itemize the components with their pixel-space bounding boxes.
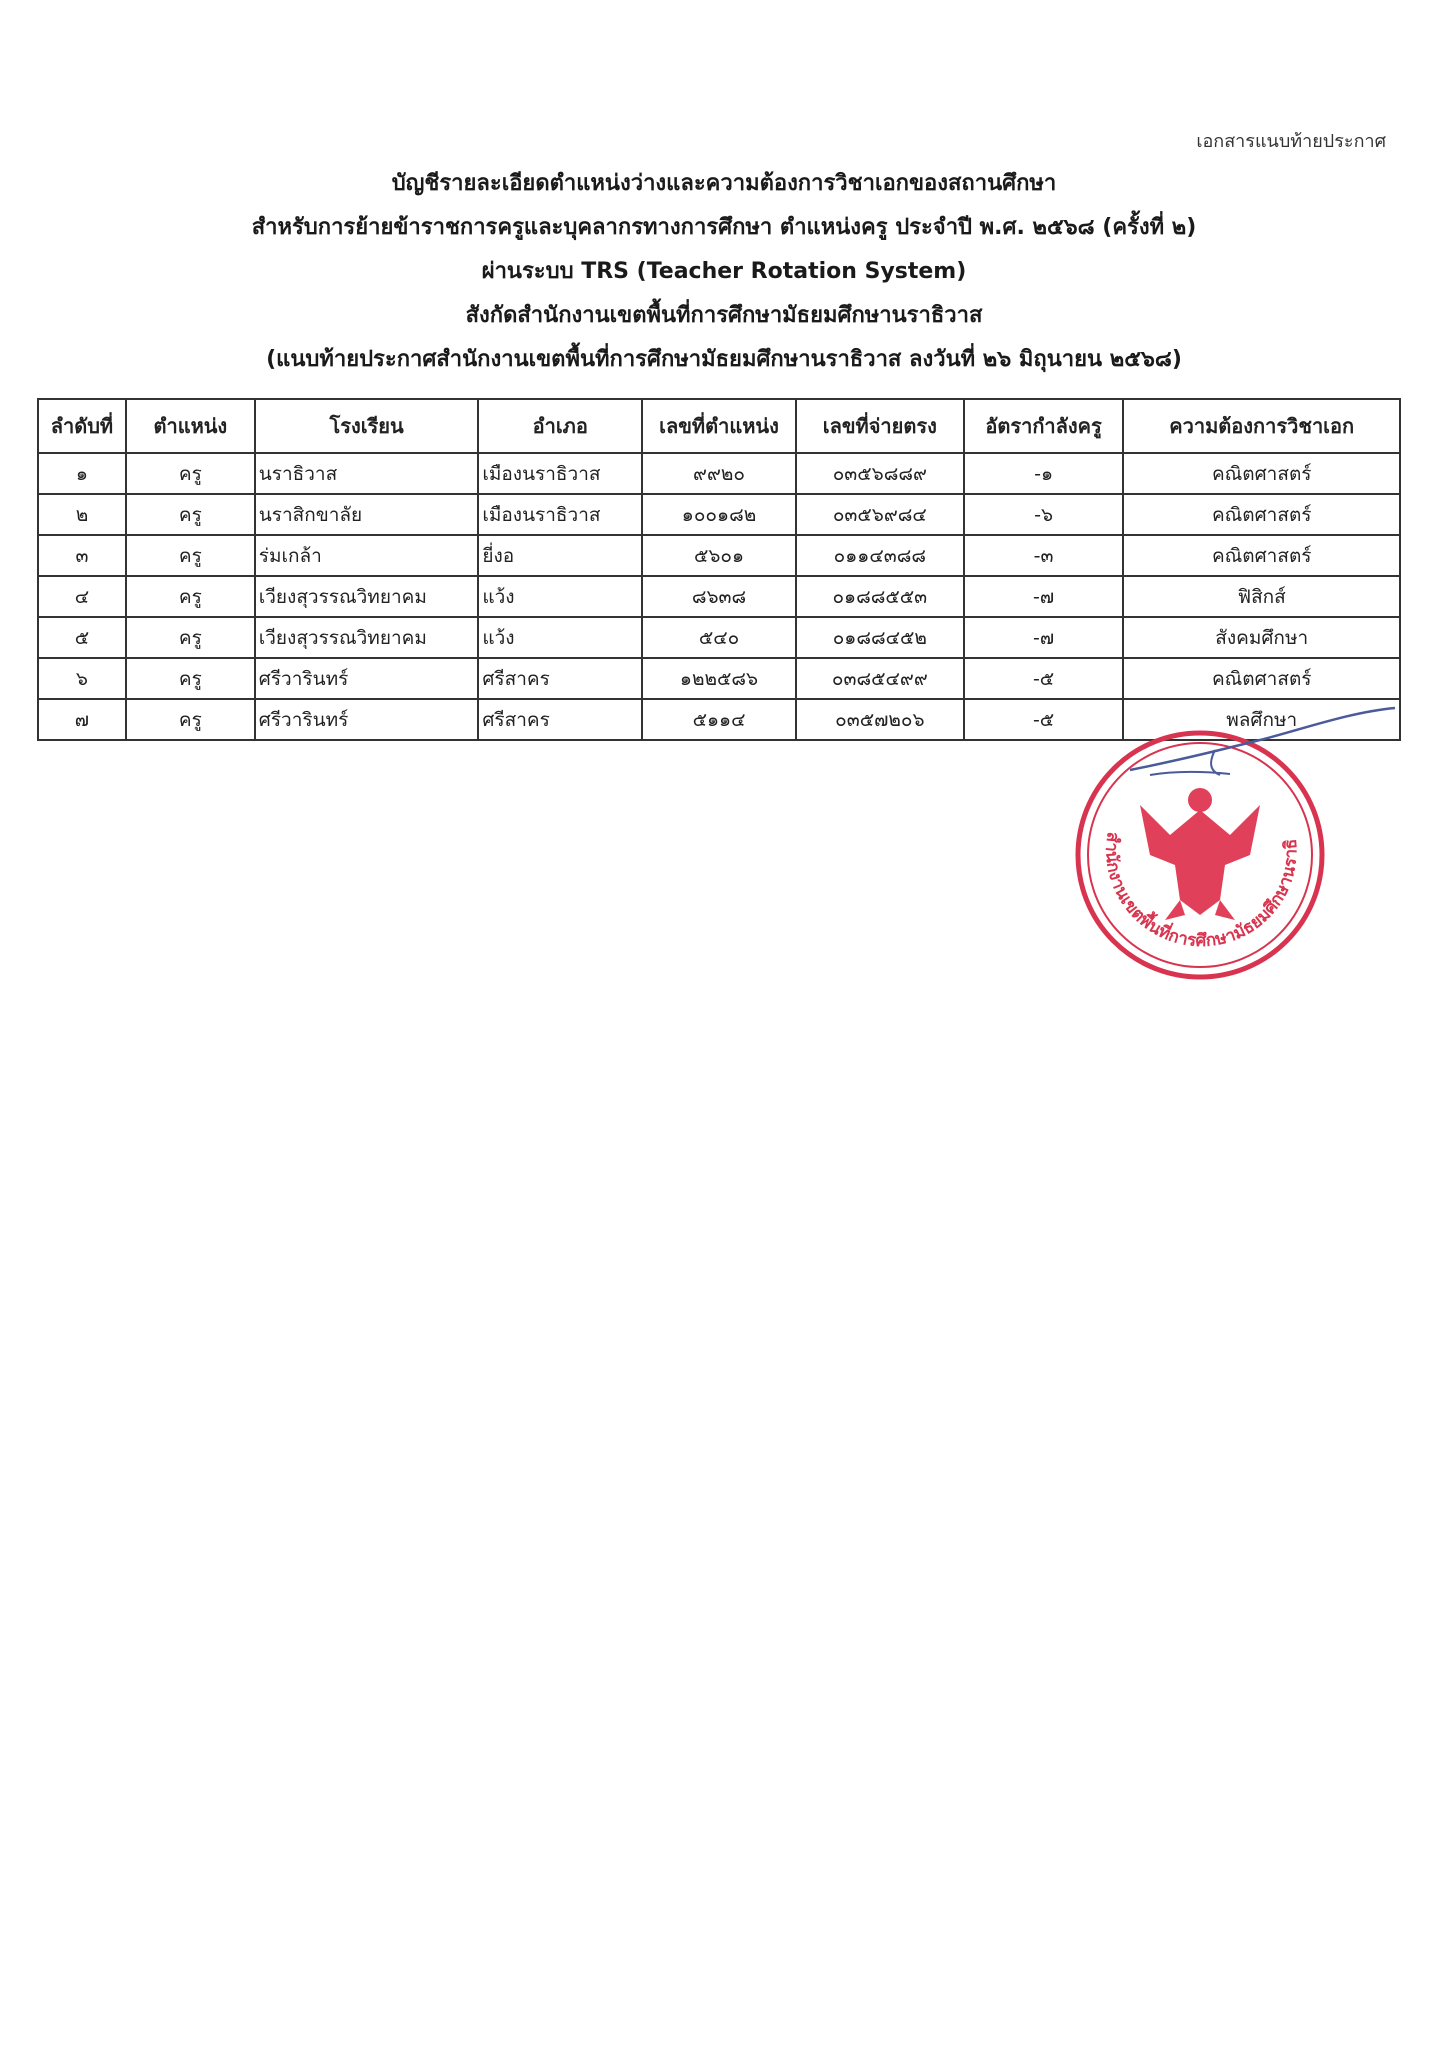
signature xyxy=(1129,706,1396,776)
row-number-cell: ๒ xyxy=(37,493,127,536)
column-header: ความต้องการวิชาเอก xyxy=(1122,398,1401,454)
column-header: อัตรากำลังครู xyxy=(962,398,1125,454)
title-line: บัญชีรายละเอียดตำแหน่งว่างและความต้องการ… xyxy=(391,171,1057,196)
row-number-cell: ๑ xyxy=(37,452,127,495)
staffing-rate-cell: -๕ xyxy=(962,657,1125,700)
column-header: ตำแหน่ง xyxy=(124,398,256,454)
row-number-cell: ๕ xyxy=(37,616,127,659)
staffing-rate-cell: -๗ xyxy=(962,575,1125,618)
official-stamp: สำนักงานเขตพื้นที่การศึกษามัธยมศึกษานราธ… xyxy=(1070,725,1325,980)
payroll-number-cell: ๐๑๘๘๕๕๓ xyxy=(794,575,965,618)
required-major-cell: สังคมศึกษา xyxy=(1122,616,1401,659)
staffing-rate-cell: -๓ xyxy=(962,534,1125,577)
school-cell: ร่มเกล้า xyxy=(253,534,480,577)
column-header: ลำดับที่ xyxy=(37,398,127,454)
column-header: เลขที่ตำแหน่ง xyxy=(641,398,797,454)
table-row: ๓ครู ร่มเกล้า ยี่งอ ๕๖๐๑ ๐๑๑๔๓๘๘ -๓ คณิตศาสตร์ xyxy=(37,534,1401,577)
school-cell: ศรีวารินทร์ xyxy=(253,698,480,741)
staffing-rate-cell: -๗ xyxy=(962,616,1125,659)
school-cell: นราธิวาส xyxy=(253,452,480,495)
position-cell: ครู xyxy=(124,698,256,741)
table-row: ๕ครู เวียงสุวรรณวิทยาคม แว้ง ๕๔๐ ๐๑๘๘๔๕๒ -๗ สั… xyxy=(37,616,1401,659)
payroll-number-cell: ๐๓๕๖๘๘๙ xyxy=(794,452,965,495)
position-number-cell: ๕๑๑๔ xyxy=(641,698,797,741)
district-cell: แว้ง xyxy=(477,575,644,618)
position-cell: ครู xyxy=(124,616,256,659)
payroll-number-cell: ๐๑๘๘๔๕๒ xyxy=(794,616,965,659)
district-cell: ยี่งอ xyxy=(477,534,644,577)
table-row: ๗ครู ศรีวารินทร์ ศรีสาคร ๕๑๑๔ ๐๓๕๗๒๐๖ -๕ พลศึก… xyxy=(37,698,1401,741)
table-row: ๔ครู เวียงสุวรรณวิทยาคม แว้ง ๘๖๓๘ ๐๑๘๘๕๕๓ -๗ฟ… xyxy=(37,575,1401,618)
column-header: อำเภอ xyxy=(477,398,644,454)
district-cell: ศรีสาคร xyxy=(477,698,644,741)
column-header: เลขที่จ่ายตรง xyxy=(794,398,965,454)
payroll-number-cell: ๐๓๕๗๒๐๖ xyxy=(794,698,965,741)
vacancy-table: ลำดับที่ ตำแหน่ง โรงเรียน อำเภอ เลขที่ตำแหน่… xyxy=(37,398,1401,741)
required-major-cell: คณิตศาสตร์ xyxy=(1122,657,1401,700)
table-row: ๒ครู นราสิกขาลัย เมืองนราธิวาส ๑๐๐๑๘๒ ๐๓๕๖๙๘… xyxy=(37,493,1401,536)
required-major-cell: ฟิสิกส์ xyxy=(1122,575,1401,618)
school-cell: ศรีวารินทร์ xyxy=(253,657,480,700)
payroll-number-cell: ๐๑๑๔๓๘๘ xyxy=(794,534,965,577)
district-cell: ศรีสาคร xyxy=(477,657,644,700)
position-number-cell: ๕๖๐๑ xyxy=(641,534,797,577)
position-cell: ครู xyxy=(124,493,256,536)
payroll-number-cell: ๐๓๘๕๔๙๙ xyxy=(794,657,965,700)
required-major-cell: คณิตศาสตร์ xyxy=(1122,534,1401,577)
school-cell: นราสิกขาลัย xyxy=(253,493,480,536)
title-line: สังกัดสำนักงานเขตพื้นที่การศึกษามัธยมศึก… xyxy=(465,303,983,328)
position-cell: ครู xyxy=(124,534,256,577)
table-row: ๖ครู ศรีวารินทร์ ศรีสาคร ๑๒๒๕๘๖ ๐๓๘๕๔๙๙ -๕ คณิ… xyxy=(37,657,1401,700)
column-header: โรงเรียน xyxy=(253,398,480,454)
garuda-emblem xyxy=(1140,788,1260,920)
school-cell: เวียงสุวรรณวิทยาคม xyxy=(253,616,480,659)
position-number-cell: ๘๖๓๘ xyxy=(641,575,797,618)
required-major-cell: คณิตศาสตร์ xyxy=(1122,493,1401,536)
district-cell: เมืองนราธิวาส xyxy=(477,493,644,536)
attachment-note: เอกสารแนบท้ายประกาศ xyxy=(1196,131,1386,152)
row-number-cell: ๖ xyxy=(37,657,127,700)
district-cell: แว้ง xyxy=(477,616,644,659)
row-number-cell: ๓ xyxy=(37,534,127,577)
table-row: ๑ครู นราธิวาส เมืองนราธิวาส ๙๙๒๐ ๐๓๕๖๘๘๙ -๑ คณ… xyxy=(37,452,1401,495)
staffing-rate-cell: -๖ xyxy=(962,493,1125,536)
title-line: ผ่านระบบ TRS (Teacher Rotation System) xyxy=(481,259,967,284)
school-cell: เวียงสุวรรณวิทยาคม xyxy=(253,575,480,618)
required-major-cell: คณิตศาสตร์ xyxy=(1122,452,1401,495)
row-number-cell: ๗ xyxy=(37,698,127,741)
position-number-cell: ๕๔๐ xyxy=(641,616,797,659)
staffing-rate-cell: -๕ xyxy=(962,698,1125,741)
row-number-cell: ๔ xyxy=(37,575,127,618)
position-number-cell: ๙๙๒๐ xyxy=(641,452,797,495)
title-line: สำหรับการย้ายข้าราชการครูและบุคลากรทางกา… xyxy=(251,215,1197,240)
position-number-cell: ๑๒๒๕๘๖ xyxy=(641,657,797,700)
title-line: (แนบท้ายประกาศสำนักงานเขตพื้นที่การศึกษา… xyxy=(266,347,1182,372)
position-cell: ครู xyxy=(124,452,256,495)
position-number-cell: ๑๐๐๑๘๒ xyxy=(641,493,797,536)
district-cell: เมืองนราธิวาส xyxy=(477,452,644,495)
document-title-block: บัญชีรายละเอียดตำแหน่งว่างและความต้องการ… xyxy=(0,162,1448,382)
staffing-rate-cell: -๑ xyxy=(962,452,1125,495)
position-cell: ครู xyxy=(124,657,256,700)
position-cell: ครู xyxy=(124,575,256,618)
payroll-number-cell: ๐๓๕๖๙๘๔ xyxy=(794,493,965,536)
